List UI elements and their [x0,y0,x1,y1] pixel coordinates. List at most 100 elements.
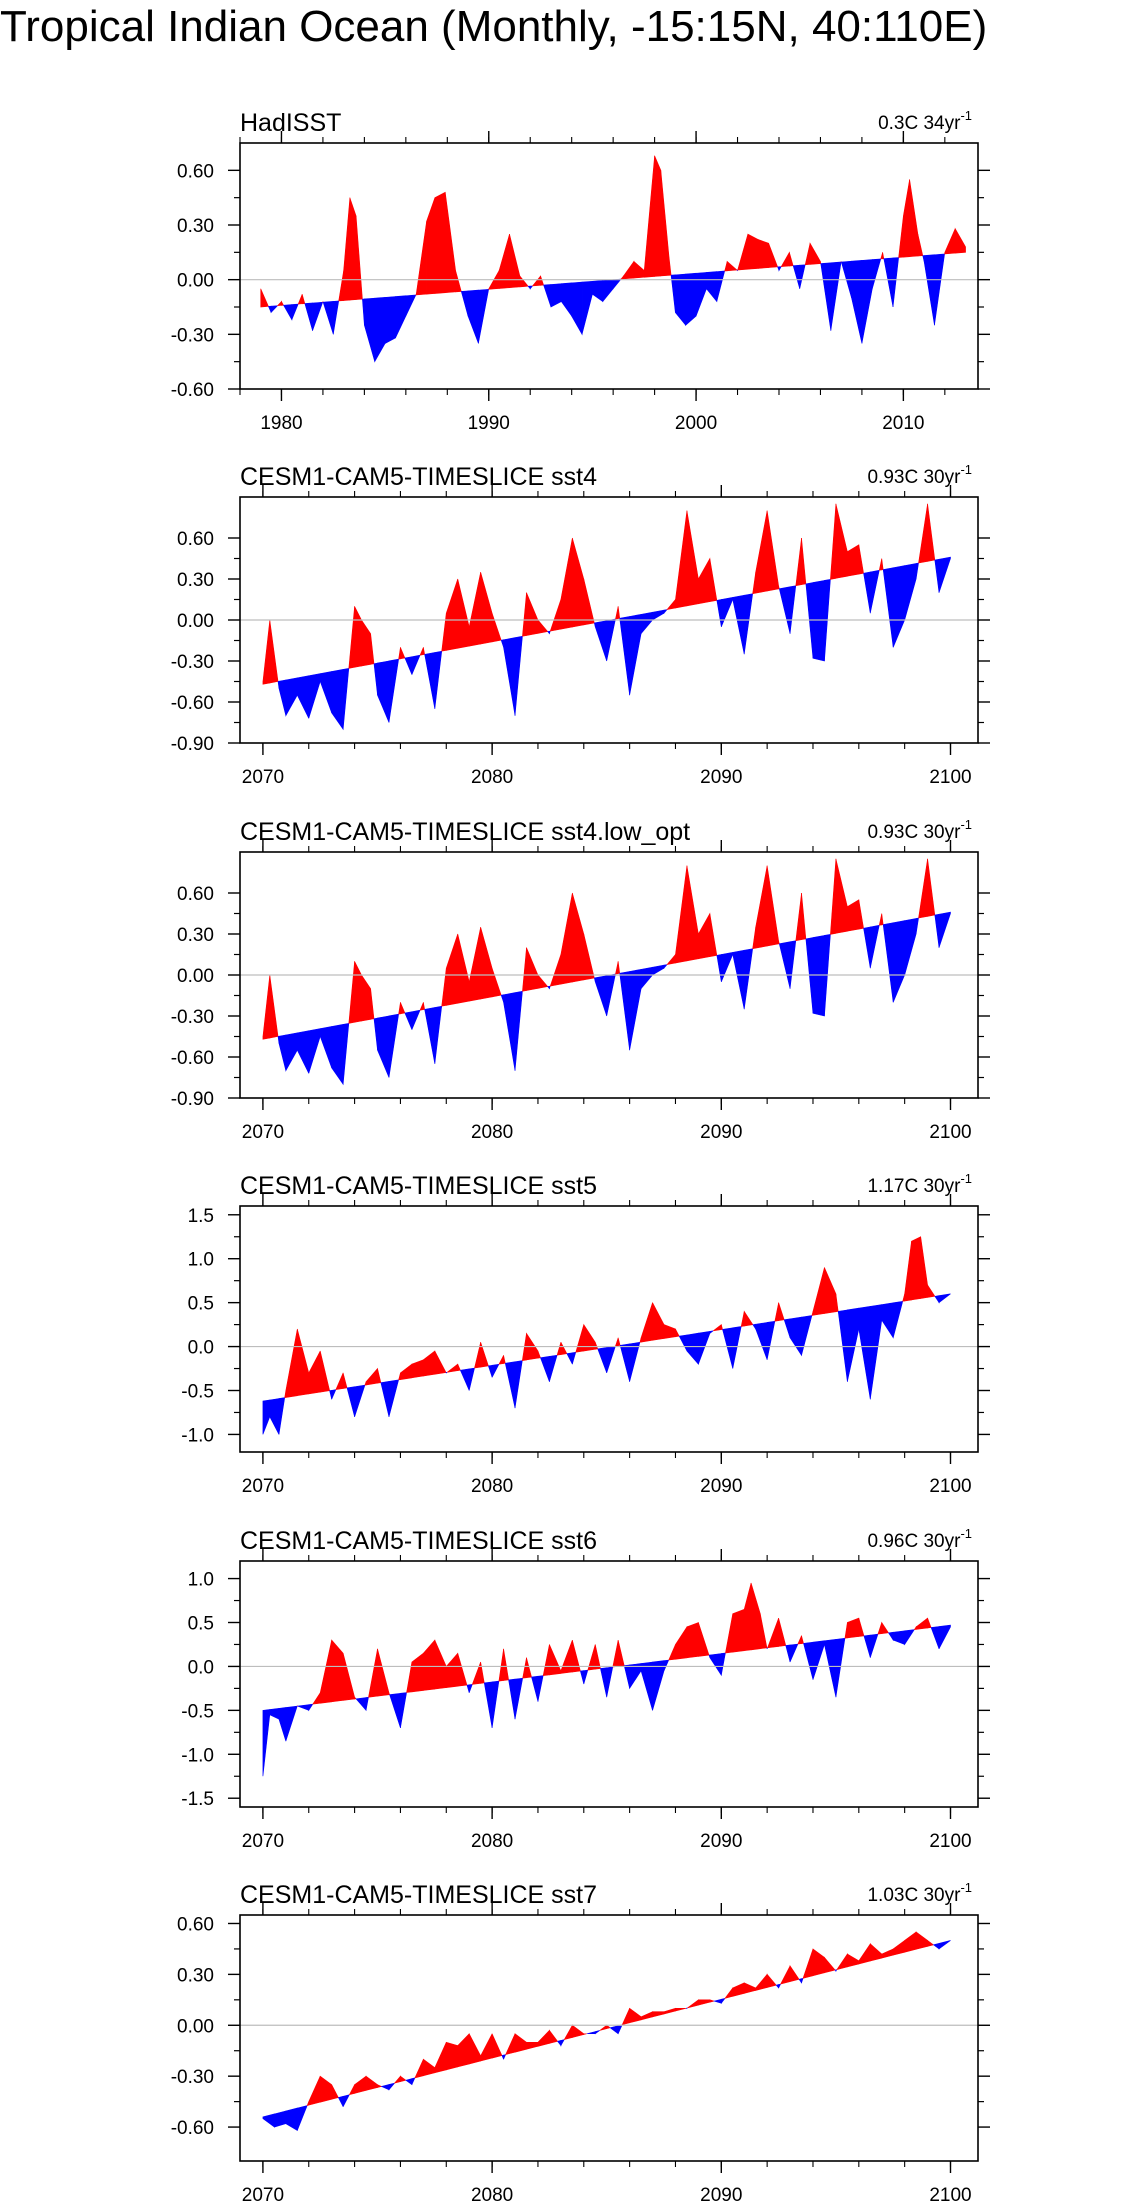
area-above-trend [343,197,351,301]
area-below-trend [778,941,791,989]
area-below-trend [721,1997,726,2005]
area-above-trend [767,1618,779,1649]
area-above-trend [847,1617,860,1639]
area-below-trend [285,1032,298,1072]
area-above-trend [927,1939,935,1947]
area-above-trend [411,1359,424,1379]
area-below-trend [500,639,504,648]
area-above-trend [549,954,562,987]
area-below-trend [847,1307,860,1382]
area-below-trend [487,1364,493,1378]
area-above-trend [643,155,655,278]
area-below-trend [883,257,894,308]
area-below-trend [686,1332,699,1365]
area-below-trend [789,940,797,989]
area-below-trend [388,1379,400,1417]
area-above-trend [423,647,426,655]
area-below-trend [892,1630,905,1645]
area-below-trend [586,2031,596,2035]
area-below-trend [732,594,745,655]
area-below-trend [824,1638,837,1698]
area-below-trend [404,1011,413,1030]
xtick-label: 2090 [700,1476,742,1497]
area-above-trend [830,503,837,580]
area-above-trend [599,2024,608,2031]
area-above-trend [342,1653,355,1701]
ytick-label: -1.0 [181,1745,214,1766]
area-above-trend [755,1973,768,1991]
area-above-trend [423,1350,436,1377]
area-below-trend [549,630,551,634]
area-above-trend [415,221,427,296]
area-above-trend [377,2084,383,2088]
area-above-trend [434,1639,447,1690]
area-above-trend [824,1267,837,1314]
area-above-trend [652,2011,665,2018]
area-below-trend [934,253,945,326]
area-below-trend [892,1300,904,1338]
area-below-trend [308,673,321,719]
area-above-trend [675,865,688,964]
area-above-trend [847,544,860,577]
area-above-trend [724,261,728,272]
area-below-trend [871,258,882,289]
area-below-trend [629,1341,641,1382]
area-above-trend [617,1337,621,1347]
area-above-trend [423,1002,426,1010]
area-above-trend [835,1293,839,1313]
area-below-trend [308,1028,321,1074]
area-below-trend [709,1653,722,1677]
area-above-trend [260,288,269,308]
area-below-trend [331,669,344,731]
area-below-trend [892,920,905,1003]
area-above-trend [675,1328,680,1338]
trend-label-unit-exponent: -1 [960,462,972,477]
area-below-trend [364,297,376,362]
area-above-trend [503,1355,506,1364]
area-below-trend [652,609,665,621]
area-below-trend [331,1389,337,1400]
area-below-trend [388,2082,396,2091]
area-above-trend [445,578,459,651]
area-below-trend [503,637,516,716]
trend-label: 0.3C 34yr-1 [878,108,972,134]
area-below-trend [612,278,622,290]
area-above-trend [640,2011,653,2021]
area-below-trend [405,294,417,317]
area-below-trend [572,1351,577,1365]
area-below-trend [812,935,825,1017]
area-below-trend [514,635,523,716]
area-above-trend [526,947,539,991]
area-above-trend [297,294,303,305]
area-below-trend [322,301,334,335]
ytick-label: -0.90 [171,734,214,755]
area-above-trend [686,510,699,607]
area-below-trend [619,971,630,1051]
area-above-trend [537,1350,541,1359]
area-below-trend [424,1007,436,1064]
area-above-trend [768,243,779,268]
area-below-trend [716,599,722,627]
area-below-trend [698,1331,711,1365]
area-below-trend [514,1360,523,1409]
ytick-label: 0.30 [177,1965,214,1986]
area-below-trend [504,1361,516,1409]
area-above-trend [663,2007,676,2015]
area-above-trend [444,192,456,294]
area-above-trend [519,275,529,288]
area-above-trend [572,2024,585,2038]
area-above-trend [423,2058,436,2077]
area-below-trend [915,562,919,580]
area-below-trend [283,304,293,321]
area-below-trend [629,613,642,696]
area-above-trend [281,300,285,306]
area-above-trend [400,1002,406,1015]
area-below-trend [863,571,871,614]
area-below-trend [778,1983,782,1989]
area-above-trend [812,1948,825,1977]
area-below-trend [337,2095,344,2107]
area-above-trend [633,260,645,279]
area-above-trend [668,257,672,276]
area-below-trend [597,1347,608,1374]
chart-panel-1: HadISST 0.3C 34yr-1 -0.60 -0.30 0.00 0.30 0.60… [171,108,990,434]
